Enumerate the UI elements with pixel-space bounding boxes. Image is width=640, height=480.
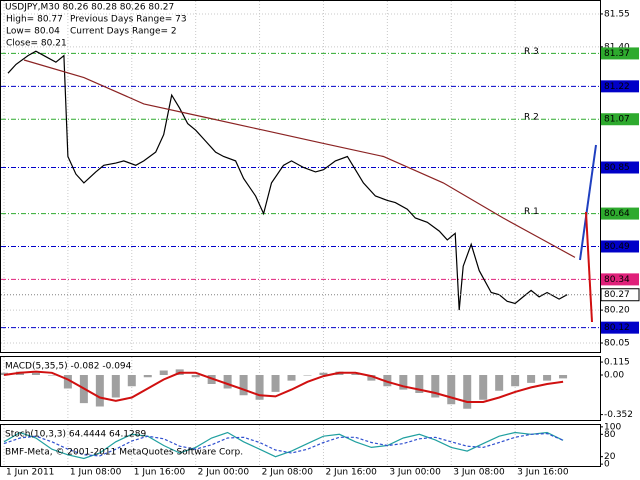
- y-tick-label: 0.00: [604, 371, 624, 381]
- level-value: 80.85: [604, 163, 630, 173]
- macd-bar: [31, 372, 40, 375]
- macd-bar: [127, 375, 136, 387]
- stoch-panel-border: [0, 424, 601, 467]
- macd-bar: [143, 375, 152, 378]
- info-text: Low= 80.04: [6, 27, 60, 37]
- macd-bar: [223, 375, 232, 389]
- x-tick-label: 1 Jun 16:00: [134, 468, 186, 478]
- y-tick-label: -0.352: [604, 410, 633, 420]
- symbol-header: USDJPY,M30 80.26 80.28 80.26 80.27: [5, 3, 174, 13]
- macd-bar: [431, 375, 440, 398]
- level-box: [601, 47, 639, 60]
- level-value: 80.49: [604, 242, 630, 252]
- macd-bar: [287, 375, 296, 381]
- x-tick-label: 1 Jun 2011: [6, 468, 54, 478]
- y-tick-label: 100: [604, 422, 621, 432]
- forecast-up-arrow: [579, 144, 597, 261]
- macd-bar: [239, 375, 248, 396]
- copyright: BMF-Meta, © 2001-2011 MetaQuotes Softwar…: [5, 448, 243, 458]
- info-text: Close= 80.21: [6, 39, 67, 49]
- plots: [0, 50, 600, 460]
- macd-bar: [63, 375, 72, 389]
- level-box: [601, 113, 639, 126]
- macd-bar: [0, 372, 8, 375]
- macd-bar: [367, 375, 376, 381]
- macd-bar: [559, 375, 568, 379]
- level-value: 81.07: [604, 115, 630, 125]
- macd-bar: [159, 370, 168, 375]
- macd-bar: [447, 375, 456, 405]
- level-value: 80.12: [604, 323, 630, 333]
- y-tick-label: 0.115: [604, 358, 630, 368]
- macd-bar: [463, 375, 472, 409]
- macd-bar: [111, 375, 120, 398]
- macd-bar: [319, 372, 328, 375]
- macd-bar: [351, 373, 360, 375]
- macd-panel-border: [0, 356, 601, 421]
- info-text: Previous Days Range= 73: [70, 15, 187, 25]
- y-tick-label: 80.20: [604, 306, 630, 316]
- macd-bar: [255, 375, 264, 400]
- x-tick-label: 2 Jun 00:00: [198, 468, 250, 478]
- macd-bar: [399, 375, 408, 390]
- y-tick-label: 0: [604, 460, 610, 470]
- macd-bar: [527, 375, 536, 383]
- level-name: R 1: [524, 207, 539, 217]
- macd-bar: [479, 375, 488, 400]
- level-box: [601, 273, 639, 286]
- level-box: [601, 240, 639, 253]
- level-box: [601, 207, 639, 220]
- stoch-title: Stoch(10,3,3) 64.4444 64.1289: [5, 430, 146, 440]
- macd-bar: [47, 375, 56, 376]
- info-text: High= 80.77: [6, 15, 63, 25]
- macd-bar: [207, 375, 216, 384]
- level-name: R 2: [524, 113, 539, 123]
- moving-average: [23, 59, 576, 258]
- last-price-box: [600, 288, 640, 302]
- macd-bar: [415, 375, 424, 393]
- main-panel-border: [0, 0, 601, 353]
- macd-signal: [3, 370, 564, 403]
- level-box: [601, 161, 639, 174]
- macd-bar: [303, 375, 312, 376]
- x-tick-label: 2 Jun 08:00: [262, 468, 314, 478]
- x-tick-label: 3 Jun 00:00: [389, 468, 441, 478]
- stoch-main: [3, 431, 564, 460]
- x-tick-label: 1 Jun 08:00: [70, 468, 122, 478]
- level-value: 80.64: [604, 209, 630, 219]
- x-tick-label: 2 Jun 16:00: [325, 468, 377, 478]
- y-tick-label: 81.40: [604, 42, 630, 52]
- level-value: 80.34: [604, 275, 630, 285]
- macd-bar: [511, 375, 520, 387]
- last-price-label: 80.27: [604, 290, 630, 300]
- macd-bar: [271, 375, 280, 392]
- macd-bar: [191, 375, 200, 378]
- macd-title: MACD(5,35,5) -0.082 -0.094: [5, 362, 132, 372]
- price-line: [7, 50, 568, 311]
- labels: 81.55 81.40 80.20 80.05 R 3 81.37 81.22 R 2 81.0…: [6, 9, 640, 478]
- y-tick-label: 20: [604, 452, 616, 462]
- macd-bar: [495, 375, 504, 391]
- level-box: [601, 80, 639, 93]
- forecast-down-arrow: [585, 211, 593, 323]
- macd-bar: [383, 375, 392, 387]
- level-value: 81.37: [604, 49, 630, 59]
- y-tick-label: 80.05: [604, 339, 630, 349]
- level-box: [601, 321, 639, 334]
- stoch-signal: [3, 432, 564, 457]
- x-tick-label: 3 Jun 16:00: [517, 468, 569, 478]
- y-tick-label: 81.55: [604, 9, 630, 19]
- info-text: Current Days Range= 2: [70, 27, 177, 37]
- level-value: 81.22: [604, 82, 630, 92]
- x-tick-label: 3 Jun 08:00: [453, 468, 505, 478]
- macd-bar: [543, 375, 552, 381]
- y-tick-label: 80: [604, 430, 616, 440]
- level-name: R 3: [524, 47, 539, 57]
- macd-bar: [95, 375, 104, 407]
